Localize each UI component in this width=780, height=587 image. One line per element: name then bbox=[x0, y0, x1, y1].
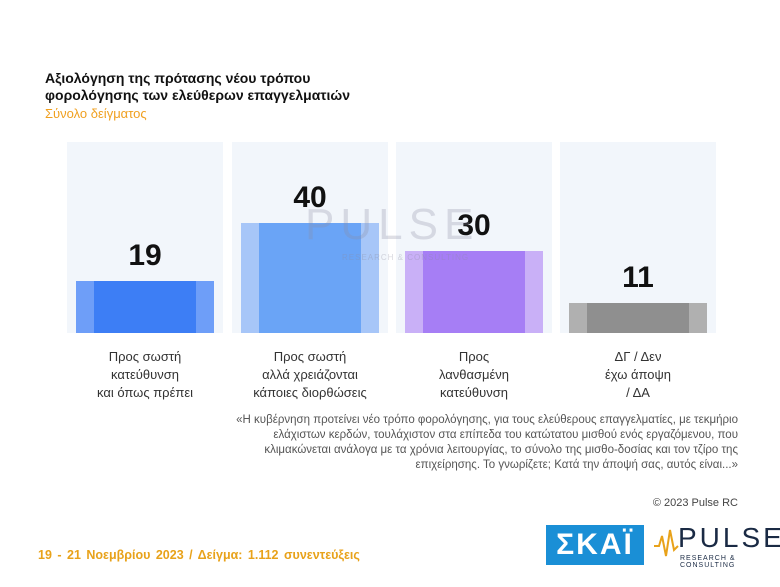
chart-title: Αξιολόγηση της πρότασης νέου τρόπου φορο… bbox=[45, 70, 351, 103]
pulse-logo: PULSE RESEARCH & CONSULTING bbox=[654, 522, 780, 569]
bar-panel bbox=[560, 142, 716, 333]
pulse-wave-icon bbox=[654, 529, 679, 557]
bar bbox=[569, 302, 707, 333]
copyright: © 2023 Pulse RC bbox=[652, 497, 738, 509]
bar bbox=[241, 223, 379, 333]
bar-value-label: 19 bbox=[128, 238, 162, 272]
watermark-sub: RESEARCH & CONSULTING bbox=[342, 253, 470, 262]
pulse-logo-sub: RESEARCH & CONSULTING bbox=[680, 555, 736, 569]
bar-value-label: 40 bbox=[293, 181, 327, 214]
bar-core bbox=[94, 280, 196, 333]
watermark-logo: PULSE bbox=[305, 200, 480, 249]
question-quote: «Η κυβέρνηση προτείνει νέο τρόπο φορολόγ… bbox=[236, 414, 738, 471]
pulse-logo-text: PULSE bbox=[678, 522, 780, 553]
bar-core bbox=[423, 250, 525, 333]
title-block: Αξιολόγηση της πρότασης νέου τρόπου φορο… bbox=[45, 70, 405, 121]
bar-core bbox=[259, 223, 361, 333]
skai-logo: ΣΚΑΪ bbox=[546, 525, 644, 565]
category-label: Προς λανθασμένη κατεύθυνση bbox=[438, 349, 510, 400]
category-label: Προς σωστή κατεύθυνση και όπως πρέπει bbox=[96, 349, 194, 400]
bar-value-label: 11 bbox=[622, 260, 654, 294]
bar bbox=[76, 280, 214, 333]
survey-footer: 19 - 21 Νοεμβρίου 2023 / Δείγμα: 1.112 σ… bbox=[38, 548, 360, 562]
bar bbox=[405, 250, 543, 333]
category-label: Προς σωστή αλλά χρειάζονται κάποιες διορ… bbox=[253, 349, 367, 400]
bar-core bbox=[587, 302, 689, 333]
category-label: ΔΓ / Δεν έχω άποψη / ΔΑ bbox=[604, 349, 672, 400]
chart-subtitle: Σύνολο δείγματος bbox=[45, 106, 147, 121]
bar-value-label: 30 bbox=[457, 208, 491, 242]
